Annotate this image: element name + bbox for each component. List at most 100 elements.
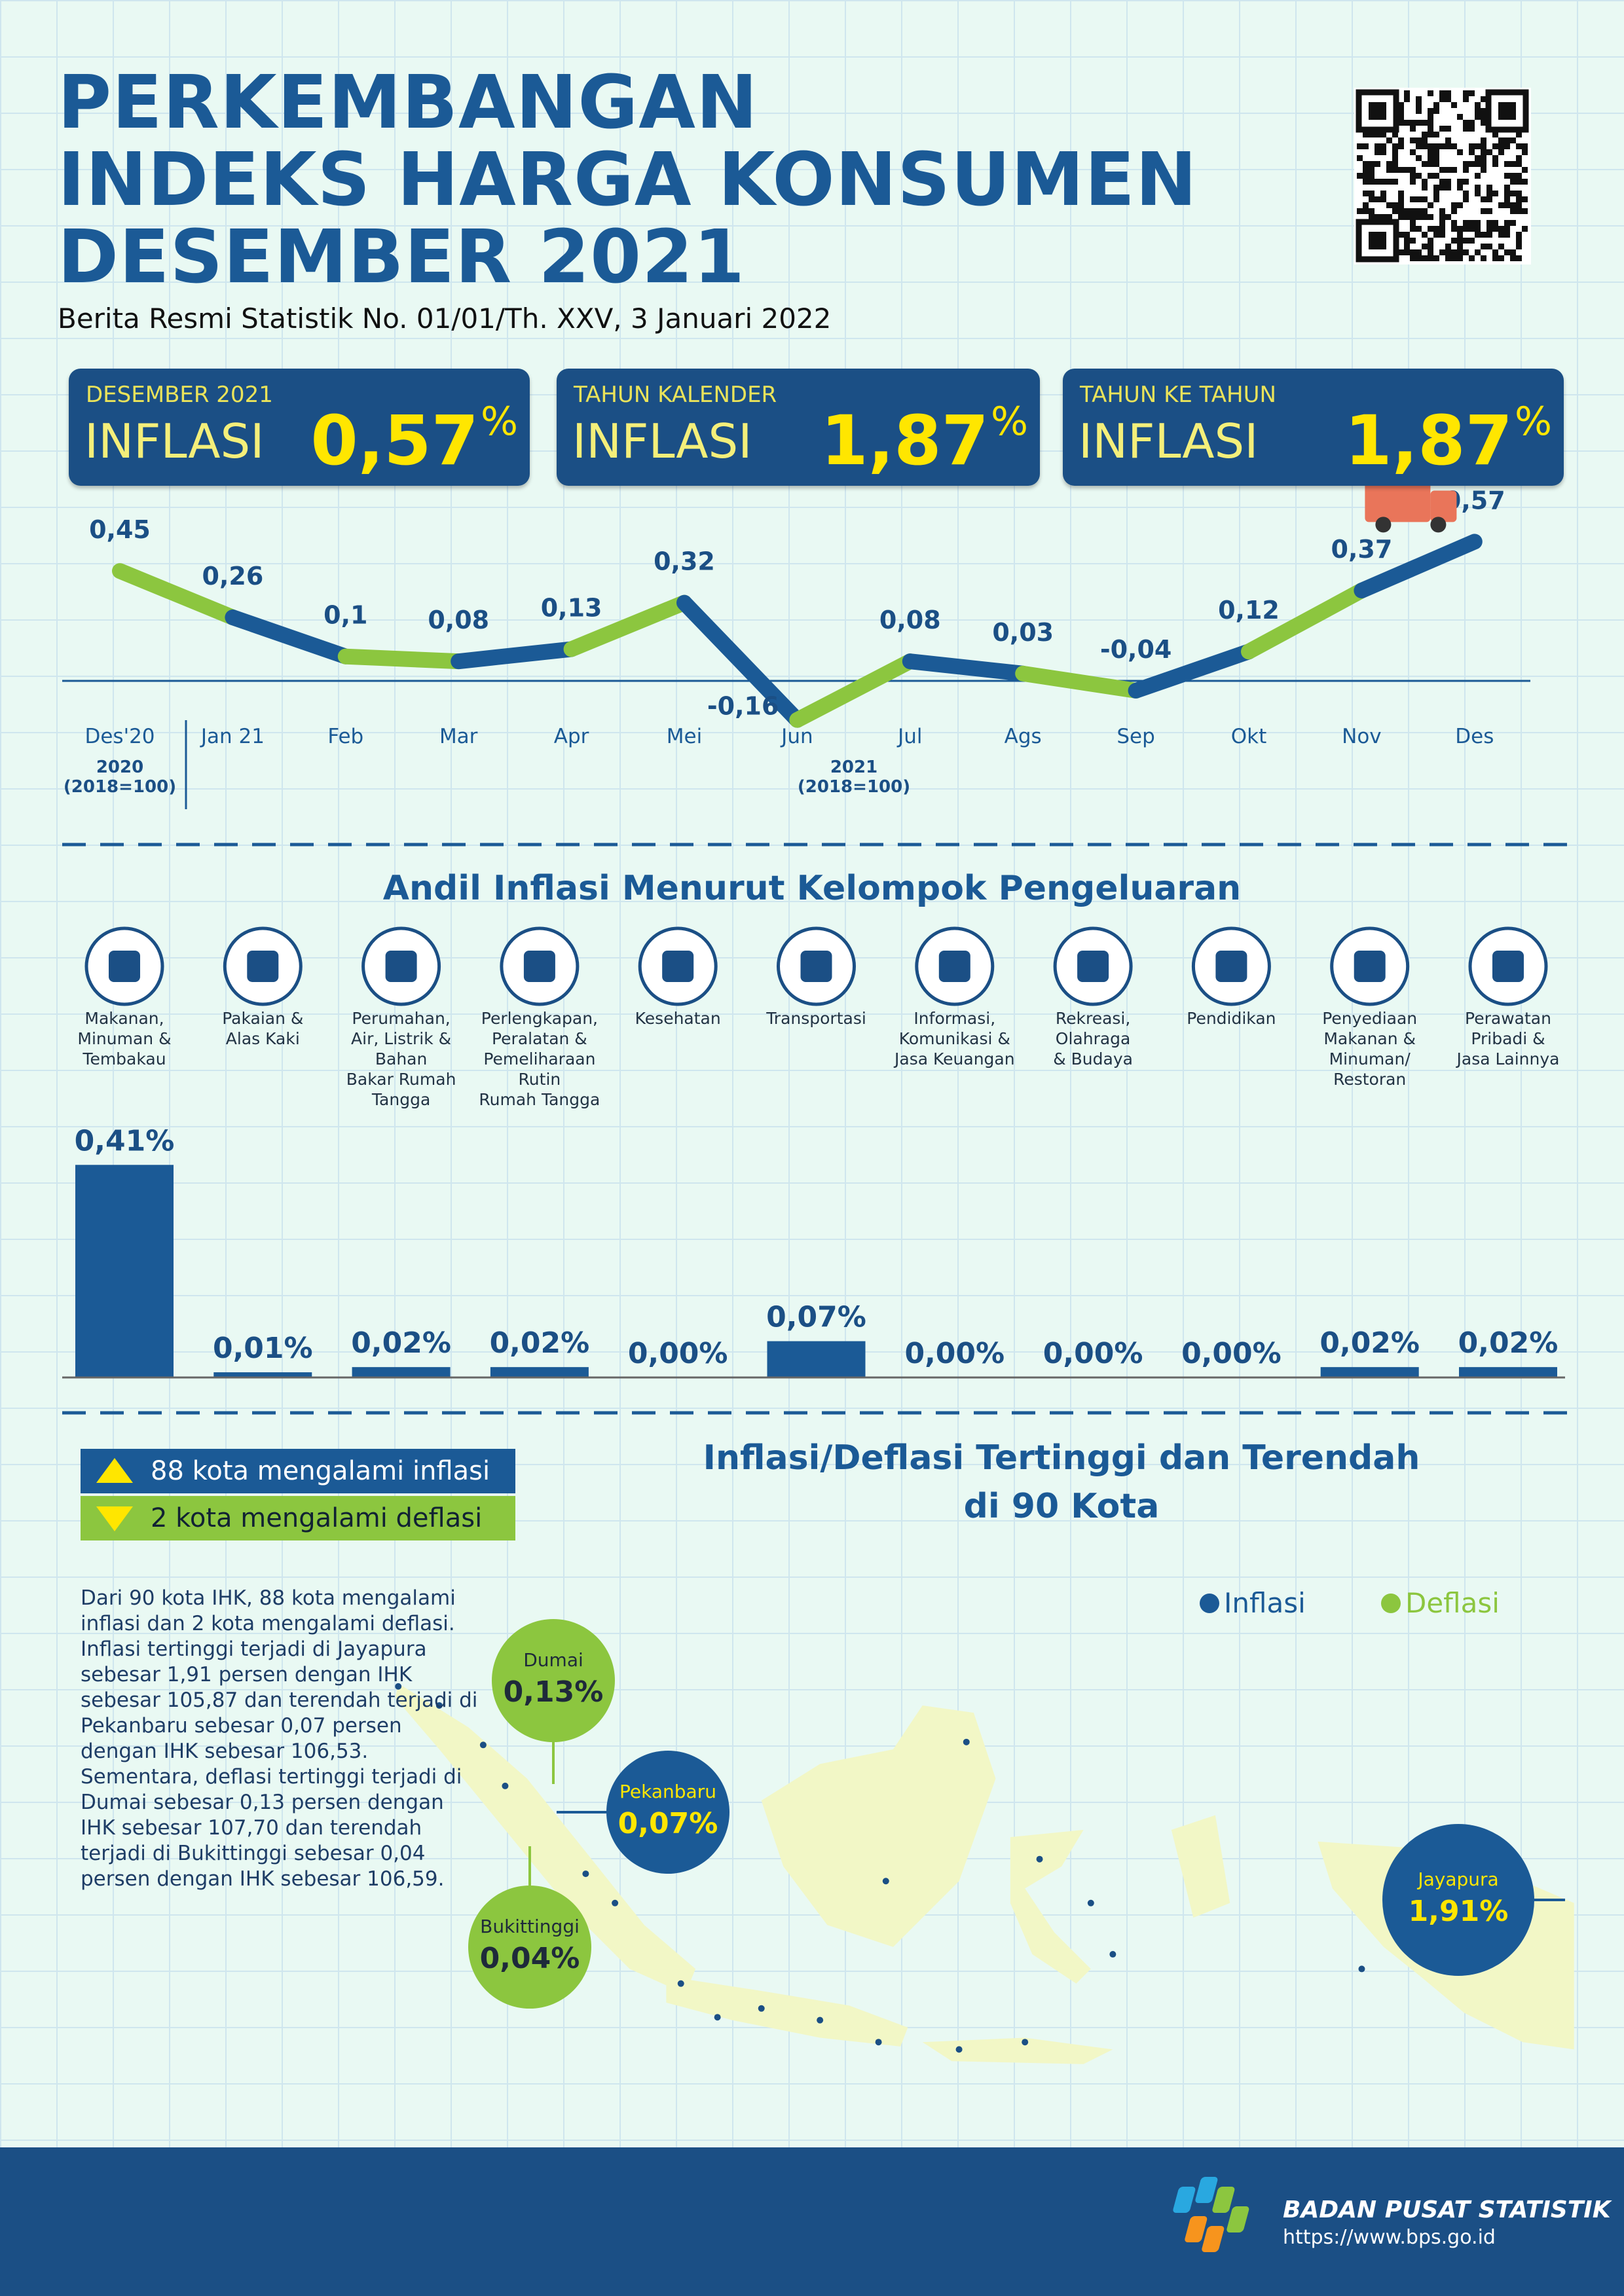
qr-cell bbox=[1410, 238, 1416, 244]
qr-cell bbox=[1404, 244, 1410, 249]
x-tick-label: Nov bbox=[1342, 725, 1382, 748]
qr-cell bbox=[1422, 120, 1428, 126]
qr-cell bbox=[1398, 232, 1404, 238]
data-label: 0,00% bbox=[1181, 1337, 1282, 1370]
qr-cell bbox=[1504, 185, 1510, 191]
line-segment bbox=[225, 610, 354, 665]
qr-cell bbox=[1457, 202, 1463, 208]
summary-value: 1,87 bbox=[1344, 401, 1513, 481]
qr-cell bbox=[1504, 249, 1510, 255]
qr-cell bbox=[1375, 149, 1380, 155]
qr-cell bbox=[1451, 255, 1457, 261]
data-label: -0,04 bbox=[1100, 635, 1172, 664]
qr-cell bbox=[1410, 196, 1416, 202]
qr-cell bbox=[1398, 114, 1404, 120]
qr-cell bbox=[1463, 226, 1469, 232]
qr-cell bbox=[1516, 155, 1522, 161]
qr-cell bbox=[1486, 232, 1492, 238]
qr-cell bbox=[1386, 167, 1392, 173]
qr-cell bbox=[1516, 132, 1522, 137]
x-tick-label: Jun bbox=[780, 725, 813, 748]
qr-cell bbox=[1363, 173, 1369, 179]
qr-cell bbox=[1433, 196, 1439, 202]
section-title: di 90 Kota bbox=[963, 1487, 1160, 1526]
qr-finder-dot bbox=[1369, 102, 1386, 120]
icon-glyph bbox=[247, 951, 279, 982]
qr-cell bbox=[1428, 249, 1433, 255]
qr-cell bbox=[1498, 244, 1504, 249]
chart-title: Andil Inflasi Menurut Kelompok Pengeluar… bbox=[382, 869, 1242, 908]
qr-cell bbox=[1398, 208, 1404, 214]
data-label: 0,00% bbox=[1043, 1337, 1143, 1370]
legend-dot bbox=[1200, 1594, 1219, 1613]
qr-cell bbox=[1392, 179, 1398, 185]
qr-cell bbox=[1410, 255, 1416, 261]
qr-cell bbox=[1428, 126, 1433, 132]
qr-cell bbox=[1451, 226, 1457, 232]
title-line: PERKEMBANGAN bbox=[58, 60, 758, 145]
qr-cell bbox=[1445, 255, 1451, 261]
qr-cell bbox=[1398, 214, 1404, 220]
qr-cell bbox=[1451, 167, 1457, 173]
bar bbox=[767, 1341, 866, 1377]
icon-glyph bbox=[1354, 951, 1386, 982]
qr-cell bbox=[1469, 143, 1475, 149]
x-tick-label: Feb bbox=[327, 725, 363, 748]
qr-cell bbox=[1463, 120, 1469, 126]
data-label: 0,02% bbox=[490, 1326, 590, 1360]
data-label: 0,01% bbox=[213, 1332, 313, 1365]
bar bbox=[1320, 1367, 1419, 1377]
qr-cell bbox=[1445, 90, 1451, 96]
qr-cell bbox=[1433, 102, 1439, 108]
qr-cell bbox=[1445, 244, 1451, 249]
qr-cell bbox=[1404, 232, 1410, 238]
x-tick-label: Penyediaan Makanan & Minuman/ Restoran bbox=[1322, 1009, 1418, 1089]
qr-cell bbox=[1445, 179, 1451, 185]
qr-cell bbox=[1375, 132, 1380, 137]
line-segment bbox=[1241, 582, 1370, 660]
qr-cell bbox=[1504, 191, 1510, 196]
qr-cell bbox=[1433, 161, 1439, 167]
qr-cell bbox=[1504, 232, 1510, 238]
qr-cell bbox=[1398, 137, 1404, 143]
qr-cell bbox=[1380, 149, 1386, 155]
qr-cell bbox=[1445, 249, 1451, 255]
footer-url[interactable]: https://www.bps.go.id bbox=[1283, 2226, 1496, 2249]
qr-cell bbox=[1439, 179, 1445, 185]
category-icon bbox=[1468, 926, 1548, 1006]
qr-cell bbox=[1404, 120, 1410, 126]
data-label: -0,16 bbox=[707, 692, 779, 721]
qr-cell bbox=[1386, 214, 1392, 220]
qr-cell bbox=[1481, 143, 1486, 149]
qr-cell bbox=[1369, 167, 1375, 173]
data-label: 0,37 bbox=[1331, 535, 1393, 564]
qr-cell bbox=[1504, 143, 1510, 149]
qr-cell bbox=[1357, 208, 1363, 214]
logo-block bbox=[1227, 2206, 1249, 2232]
qr-cell bbox=[1492, 249, 1498, 255]
qr-cell bbox=[1433, 173, 1439, 179]
qr-cell bbox=[1516, 232, 1522, 238]
qr-cell bbox=[1439, 185, 1445, 191]
qr-cell bbox=[1416, 120, 1422, 126]
qr-cell bbox=[1475, 102, 1481, 108]
qr-cell bbox=[1492, 155, 1498, 161]
qr-cell bbox=[1475, 191, 1481, 196]
qr-cell bbox=[1481, 155, 1486, 161]
qr-cell bbox=[1422, 255, 1428, 261]
qr-cell bbox=[1492, 143, 1498, 149]
qr-cell bbox=[1451, 249, 1457, 255]
qr-cell bbox=[1422, 185, 1428, 191]
qr-cell bbox=[1416, 226, 1422, 232]
qr-cell bbox=[1445, 96, 1451, 102]
qr-cell bbox=[1416, 143, 1422, 149]
qr-cell bbox=[1498, 255, 1504, 261]
icon-glyph bbox=[109, 951, 140, 982]
qr-cell bbox=[1469, 255, 1475, 261]
qr-finder bbox=[1356, 89, 1399, 133]
city-dot bbox=[955, 2046, 963, 2053]
category-icon bbox=[361, 926, 441, 1006]
qr-cell bbox=[1410, 208, 1416, 214]
qr-cell bbox=[1410, 137, 1416, 143]
x-tick-label: Perawatan Pribadi & Jasa Lainnya bbox=[1456, 1009, 1560, 1068]
